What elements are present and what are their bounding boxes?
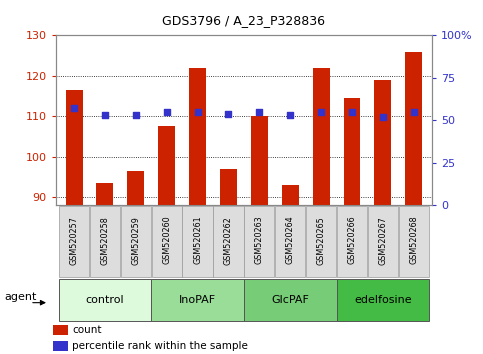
Bar: [121, 206, 151, 277]
Point: [317, 109, 325, 115]
Bar: [183, 206, 213, 277]
Point: [101, 113, 109, 118]
Text: GSM520264: GSM520264: [286, 216, 295, 264]
Text: GSM520263: GSM520263: [255, 216, 264, 264]
Bar: [90, 206, 120, 277]
Text: GSM520261: GSM520261: [193, 216, 202, 264]
Text: GlcPAF: GlcPAF: [271, 295, 309, 305]
Bar: [343, 98, 360, 205]
Bar: [313, 68, 329, 205]
Text: GSM520267: GSM520267: [378, 216, 387, 264]
Text: GSM520257: GSM520257: [70, 216, 79, 264]
Bar: [405, 52, 422, 205]
Bar: [97, 183, 114, 205]
Point: [348, 109, 356, 115]
Bar: [53, 341, 68, 351]
Point: [163, 109, 170, 115]
Point: [379, 114, 387, 120]
Text: agent: agent: [4, 292, 37, 302]
Bar: [189, 68, 206, 205]
Point: [286, 113, 294, 118]
Bar: [128, 171, 144, 205]
Bar: [244, 279, 337, 321]
Text: GSM520268: GSM520268: [409, 216, 418, 264]
Point: [225, 111, 232, 116]
Bar: [53, 325, 68, 335]
Bar: [244, 206, 274, 277]
Bar: [398, 206, 429, 277]
Bar: [337, 279, 429, 321]
Bar: [368, 206, 398, 277]
Text: percentile rank within the sample: percentile rank within the sample: [72, 341, 248, 351]
Point: [410, 109, 418, 115]
Bar: [152, 206, 182, 277]
Text: GSM520260: GSM520260: [162, 216, 171, 264]
Bar: [58, 279, 151, 321]
Bar: [282, 185, 298, 205]
Bar: [220, 169, 237, 205]
Text: GSM520259: GSM520259: [131, 216, 141, 264]
Text: control: control: [85, 295, 124, 305]
Bar: [151, 279, 244, 321]
Text: GSM520265: GSM520265: [317, 216, 326, 264]
Bar: [158, 126, 175, 205]
Bar: [306, 206, 336, 277]
Text: edelfosine: edelfosine: [354, 295, 412, 305]
Point: [256, 109, 263, 115]
Text: GSM520262: GSM520262: [224, 216, 233, 264]
Text: count: count: [72, 325, 102, 335]
Bar: [59, 206, 89, 277]
Bar: [374, 80, 391, 205]
Bar: [251, 116, 268, 205]
Point: [70, 105, 78, 111]
Bar: [213, 206, 243, 277]
Bar: [337, 206, 367, 277]
Text: InoPAF: InoPAF: [179, 295, 216, 305]
Bar: [66, 90, 83, 205]
Point: [132, 113, 140, 118]
Bar: [275, 206, 305, 277]
Text: GDS3796 / A_23_P328836: GDS3796 / A_23_P328836: [162, 14, 326, 27]
Point: [194, 109, 201, 115]
Text: GSM520258: GSM520258: [100, 216, 110, 264]
Text: GSM520266: GSM520266: [347, 216, 356, 264]
